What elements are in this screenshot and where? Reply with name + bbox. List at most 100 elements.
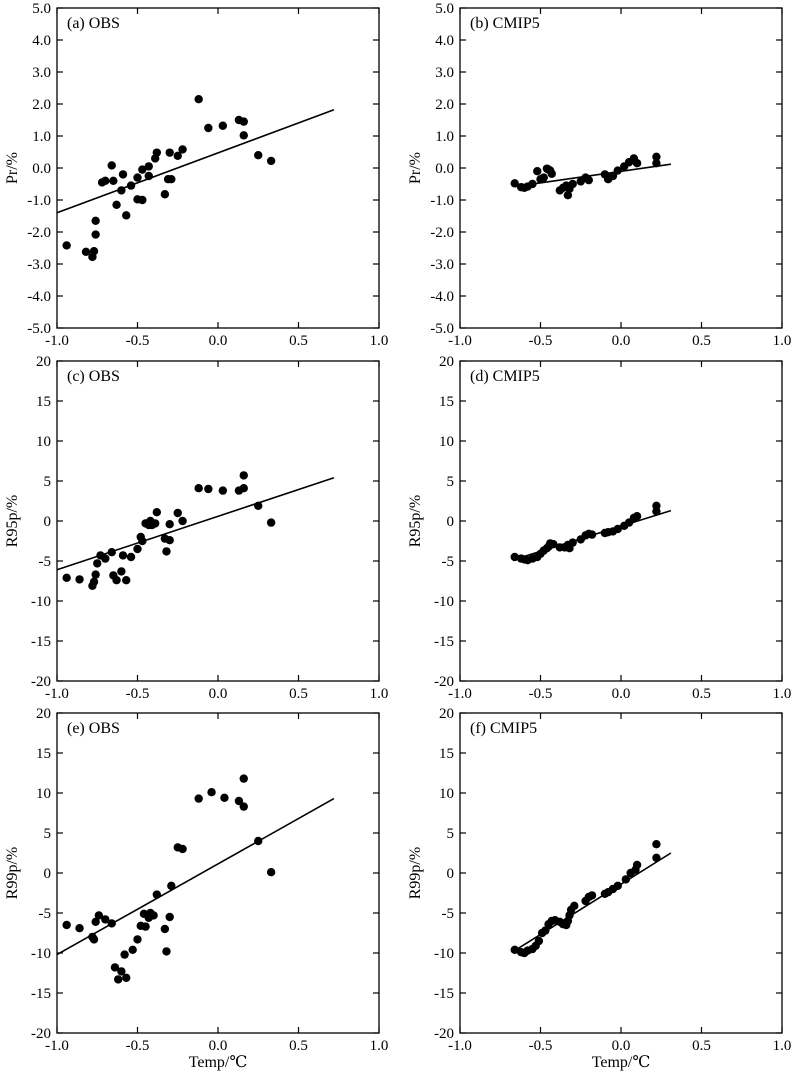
data-point: [151, 519, 160, 528]
data-point: [91, 570, 100, 579]
y-tick-label: -15: [31, 634, 51, 650]
y-tick-label: 5: [44, 474, 52, 490]
x-axis-label: Temp/℃: [592, 1054, 651, 1071]
data-point: [194, 794, 203, 803]
data-point: [117, 967, 126, 976]
x-tick-label: 0.5: [692, 1038, 711, 1054]
data-point: [133, 935, 142, 944]
panel-title: (d) CMIP5: [470, 368, 540, 385]
y-tick-label: -10: [31, 594, 51, 610]
x-tick-label: -0.5: [126, 1038, 150, 1054]
data-point: [621, 875, 631, 884]
plot-frame: [459, 360, 783, 682]
data-point: [652, 152, 661, 161]
data-point: [118, 551, 128, 560]
x-tick-label: 0.0: [209, 1038, 228, 1054]
data-point: [613, 524, 622, 534]
y-tick-label: -5: [39, 906, 52, 922]
y-tick-label: -20: [434, 1026, 454, 1042]
data-point: [652, 507, 661, 516]
y-tick-label: 2.0: [435, 97, 454, 113]
data-point: [122, 973, 131, 982]
y-tick-label: 5: [44, 826, 52, 842]
data-point: [239, 802, 248, 811]
fit-line: [514, 852, 672, 952]
data-point: [266, 156, 276, 166]
y-tick-label: 4.0: [32, 33, 51, 49]
data-point: [239, 117, 248, 126]
data-point: [510, 179, 519, 188]
y-tick-label: -2.0: [430, 225, 454, 241]
x-tick-label: -0.5: [126, 333, 150, 349]
data-point: [160, 190, 170, 199]
data-point: [110, 963, 120, 972]
y-tick-label: -15: [434, 986, 454, 1002]
data-point: [204, 123, 213, 133]
data-point: [122, 576, 131, 585]
y-tick-label: -4.0: [27, 289, 51, 305]
y-tick-label: 5: [447, 826, 455, 842]
data-point: [165, 536, 174, 545]
data-point: [149, 911, 158, 920]
x-tick-label: 0.0: [612, 1038, 631, 1054]
data-point: [204, 484, 213, 494]
x-tick-label: 1.0: [773, 686, 792, 702]
data-point: [266, 868, 276, 877]
y-tick-label: 10: [439, 434, 454, 450]
data-point: [152, 508, 162, 517]
x-tick-label: -0.5: [529, 1038, 553, 1054]
data-point: [218, 121, 228, 130]
y-tick-label: -5: [442, 554, 455, 570]
y-tick-label: -5: [39, 554, 52, 570]
plot-frame: [56, 360, 380, 682]
data-point: [568, 179, 577, 189]
x-tick-label: -1.0: [45, 333, 69, 349]
y-axis-label: Pr/%: [407, 152, 424, 184]
data-point: [112, 200, 121, 209]
data-point: [118, 170, 128, 179]
data-point: [152, 148, 162, 157]
panel-title: (c) OBS: [67, 368, 120, 385]
data-point: [587, 891, 597, 900]
data-point: [239, 484, 248, 493]
y-tick-label: -10: [31, 946, 51, 962]
data-point: [173, 508, 182, 518]
data-point: [107, 548, 116, 557]
data-point: [126, 181, 136, 190]
data-point: [91, 216, 100, 225]
data-point: [207, 788, 216, 797]
y-tick-label: -3.0: [430, 257, 454, 273]
y-tick-label: -20: [31, 1026, 51, 1042]
y-tick-label: 5.0: [435, 1, 454, 17]
data-point: [89, 935, 99, 944]
data-point: [89, 247, 99, 256]
data-point: [652, 840, 661, 849]
data-point: [652, 159, 661, 168]
y-tick-label: 20: [36, 354, 51, 370]
data-point: [570, 901, 579, 910]
y-tick-label: -1.0: [430, 193, 454, 209]
data-point: [165, 148, 174, 157]
y-tick-label: -5: [442, 906, 455, 922]
x-tick-label: 0.5: [289, 686, 308, 702]
data-point: [107, 161, 116, 170]
data-point: [138, 536, 147, 546]
data-point: [120, 950, 129, 959]
data-point: [117, 186, 126, 195]
y-tick-label: -15: [31, 986, 51, 1002]
data-point: [613, 881, 622, 890]
data-point: [91, 917, 100, 926]
data-point: [152, 890, 162, 899]
x-tick-label: 1.0: [370, 686, 389, 702]
x-tick-label: 0.5: [692, 686, 711, 702]
fit-line: [56, 109, 335, 214]
y-tick-label: 10: [439, 786, 454, 802]
data-point: [584, 175, 593, 185]
y-axis-label: R95p/%: [407, 495, 424, 547]
data-point: [112, 576, 121, 585]
y-tick-label: 0: [447, 866, 455, 882]
y-tick-label: -10: [434, 594, 454, 610]
y-tick-label: 0: [44, 514, 52, 530]
data-point: [632, 159, 642, 168]
